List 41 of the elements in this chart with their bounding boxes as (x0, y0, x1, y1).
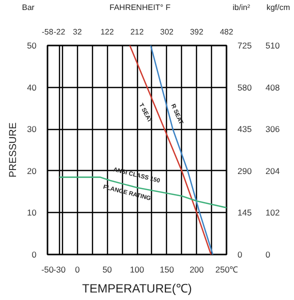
x-tick-label: -30 (53, 264, 66, 274)
y-axis-title: PRESSURE (8, 122, 20, 178)
y3-tick-label: 102 (266, 208, 280, 218)
y3-tick-label: 0 (266, 250, 270, 260)
x2-tick-label: 302 (160, 28, 174, 36)
line-series (129, 46, 212, 254)
y-tick-label: 10 (27, 208, 37, 218)
x-tick-label: 250℃ (215, 264, 239, 274)
y3-tick-label: 306 (266, 124, 280, 134)
y2-tick-label: 0 (238, 250, 242, 260)
x2-axis-title: FAHRENHEIT° F (110, 2, 170, 14)
y3-tick-label: 510 (266, 40, 280, 50)
y2-tick-label: 290 (238, 166, 252, 176)
y-tick-label: 30 (27, 124, 37, 134)
x-axis-title: TEMPERATURE(℃) (82, 282, 192, 296)
x-tick-label: 200 (190, 264, 204, 274)
y3-tick-label: 204 (266, 166, 280, 176)
x2-tick-label: 482 (220, 28, 234, 36)
y-tick-label: 0 (32, 250, 37, 260)
x2-tick-label: 392 (190, 28, 204, 36)
y2-axis-title: ib/in² (232, 2, 250, 14)
x-tick-label: 100 (130, 264, 144, 274)
x-tick-label: -50 (41, 264, 54, 274)
y2-tick-label: 725 (238, 40, 252, 50)
y3-tick-label: 408 (266, 82, 280, 92)
y2-tick-label: 435 (238, 124, 252, 134)
x-tick-label: 50 (102, 264, 112, 274)
x2-tick-label: 212 (130, 28, 144, 36)
text: Bar (22, 2, 34, 14)
y3-axis-title: kgf/cm (266, 2, 290, 14)
x2-tick-label: -58 (42, 28, 54, 36)
y2-tick-label: 145 (238, 208, 252, 218)
x2-tick-label: -22 (54, 28, 66, 36)
x2-tick-label: 122 (100, 28, 114, 36)
y-tick-label: 40 (27, 82, 37, 92)
x-tick-label: 150 (160, 264, 174, 274)
y-tick-label: 20 (27, 166, 37, 176)
y-tick-label: 50 (27, 40, 37, 50)
x2-tick-label: 32 (72, 28, 82, 36)
y2-tick-label: 580 (238, 82, 252, 92)
x-tick-label: 0 (74, 264, 80, 274)
